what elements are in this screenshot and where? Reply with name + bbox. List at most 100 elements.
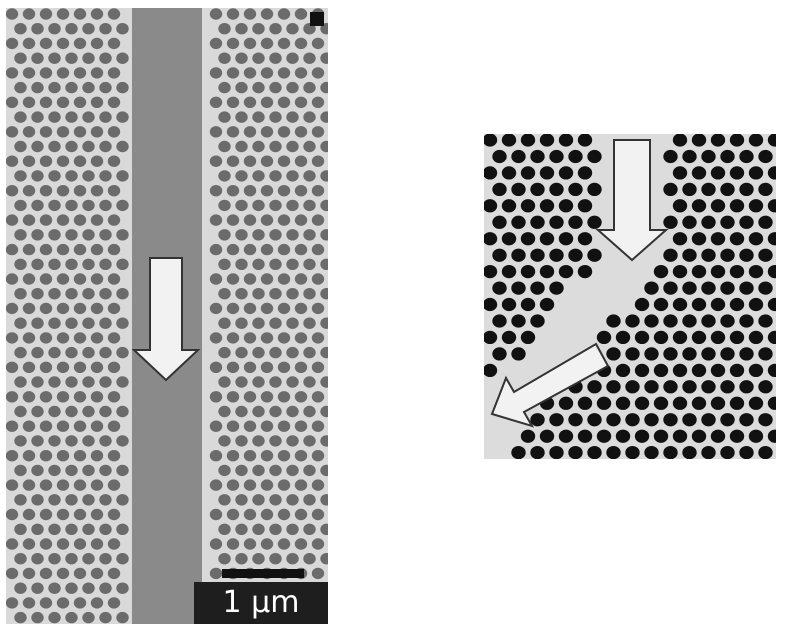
- lattice-hole: [39, 538, 53, 550]
- lattice-hole: [226, 37, 240, 50]
- lattice-hole: [484, 232, 498, 246]
- lattice-hole: [729, 429, 745, 443]
- lattice-hole: [14, 405, 27, 418]
- lattice-hole: [277, 361, 291, 374]
- lattice-hole: [31, 464, 44, 477]
- lattice-hole: [672, 199, 688, 213]
- lattice-hole: [320, 199, 328, 212]
- lattice-hole: [82, 287, 95, 300]
- lattice-hole: [530, 182, 545, 197]
- lattice-hole: [729, 330, 745, 345]
- lattice-hole: [218, 464, 231, 477]
- lattice-hole: [663, 149, 678, 164]
- lattice-hole: [634, 363, 650, 378]
- lattice-hole: [6, 67, 19, 79]
- lattice-hole: [14, 287, 27, 300]
- lattice-hole: [269, 111, 282, 123]
- lattice-hole: [511, 347, 526, 361]
- lattice-hole: [82, 52, 95, 64]
- lattice-hole: [73, 273, 87, 285]
- lattice-hole: [682, 445, 697, 459]
- lattice-hole: [294, 214, 308, 226]
- lattice-hole: [6, 302, 19, 315]
- lattice-hole: [729, 232, 745, 246]
- lattice-hole: [82, 170, 95, 182]
- lattice-hole: [6, 243, 19, 256]
- lattice-hole: [277, 243, 291, 256]
- lattice-hole: [501, 264, 517, 279]
- lattice-hole: [701, 182, 716, 197]
- lattice-hole: [14, 611, 27, 624]
- lattice-hole: [294, 67, 308, 79]
- lattice-hole: [577, 429, 593, 443]
- lattice-hole: [107, 8, 121, 20]
- lattice-hole: [73, 96, 87, 109]
- lattice-hole: [277, 332, 291, 344]
- lattice-hole: [107, 361, 121, 374]
- lattice-hole: [286, 317, 299, 329]
- lattice-hole: [6, 479, 19, 491]
- lattice-hole: [48, 22, 61, 35]
- lattice-hole: [99, 405, 112, 418]
- lattice-hole: [56, 538, 70, 550]
- lattice-hole: [260, 96, 274, 109]
- lattice-hole: [294, 273, 308, 285]
- lattice-hole: [65, 170, 78, 182]
- lattice-hole: [587, 413, 602, 427]
- lattice-hole: [90, 184, 104, 197]
- lattice-hole: [269, 52, 282, 64]
- lattice-hole: [107, 538, 121, 550]
- photonic-crystal-lattice-right: [484, 134, 776, 459]
- lattice-hole: [682, 347, 697, 361]
- lattice-hole: [748, 429, 764, 443]
- lattice-hole: [303, 405, 316, 418]
- lattice-hole: [269, 494, 282, 506]
- lattice-hole: [31, 317, 44, 329]
- lattice-hole: [22, 567, 36, 580]
- lattice-hole: [492, 182, 507, 197]
- lattice-hole: [269, 22, 282, 35]
- lattice-hole: [748, 396, 764, 410]
- lattice-hole: [73, 332, 87, 344]
- lattice-hole: [99, 346, 112, 359]
- lattice-hole: [691, 330, 707, 345]
- lattice-hole: [720, 215, 735, 229]
- lattice-hole: [558, 199, 574, 213]
- lattice-hole: [767, 429, 776, 443]
- lattice-hole: [39, 449, 53, 462]
- lattice-hole: [739, 347, 754, 361]
- lattice-hole: [99, 376, 112, 388]
- lattice-hole: [720, 182, 735, 197]
- lattice-hole: [6, 361, 19, 374]
- lattice-hole: [6, 126, 19, 138]
- lattice-hole: [22, 449, 36, 462]
- lattice-hole: [663, 445, 678, 459]
- lattice-hole: [226, 214, 240, 226]
- lattice-hole: [530, 413, 545, 427]
- lattice-hole: [748, 363, 764, 378]
- lattice-hole: [39, 567, 53, 580]
- lattice-hole: [107, 597, 121, 609]
- lattice-hole: [644, 445, 659, 459]
- lattice-hole: [549, 149, 564, 164]
- lattice-hole: [260, 391, 274, 403]
- lattice-hole: [520, 264, 536, 279]
- lattice-hole: [56, 332, 70, 344]
- lattice-hole: [65, 464, 78, 477]
- lattice-hole: [218, 229, 231, 241]
- lattice-hole: [701, 215, 716, 229]
- lattice-hole: [31, 199, 44, 212]
- lattice-hole: [720, 413, 735, 427]
- lattice-hole: [73, 67, 87, 79]
- lattice-hole: [539, 134, 555, 147]
- lattice-hole: [653, 297, 669, 312]
- lattice-hole: [311, 37, 325, 50]
- lattice-hole: [73, 8, 87, 20]
- lattice-hole: [14, 435, 27, 447]
- lattice-hole: [303, 346, 316, 359]
- lattice-hole: [14, 552, 27, 565]
- lattice-hole: [501, 166, 517, 180]
- lattice-hole: [710, 232, 726, 246]
- lattice-hole: [294, 155, 308, 167]
- sem-image-bent-waveguide: [484, 134, 776, 459]
